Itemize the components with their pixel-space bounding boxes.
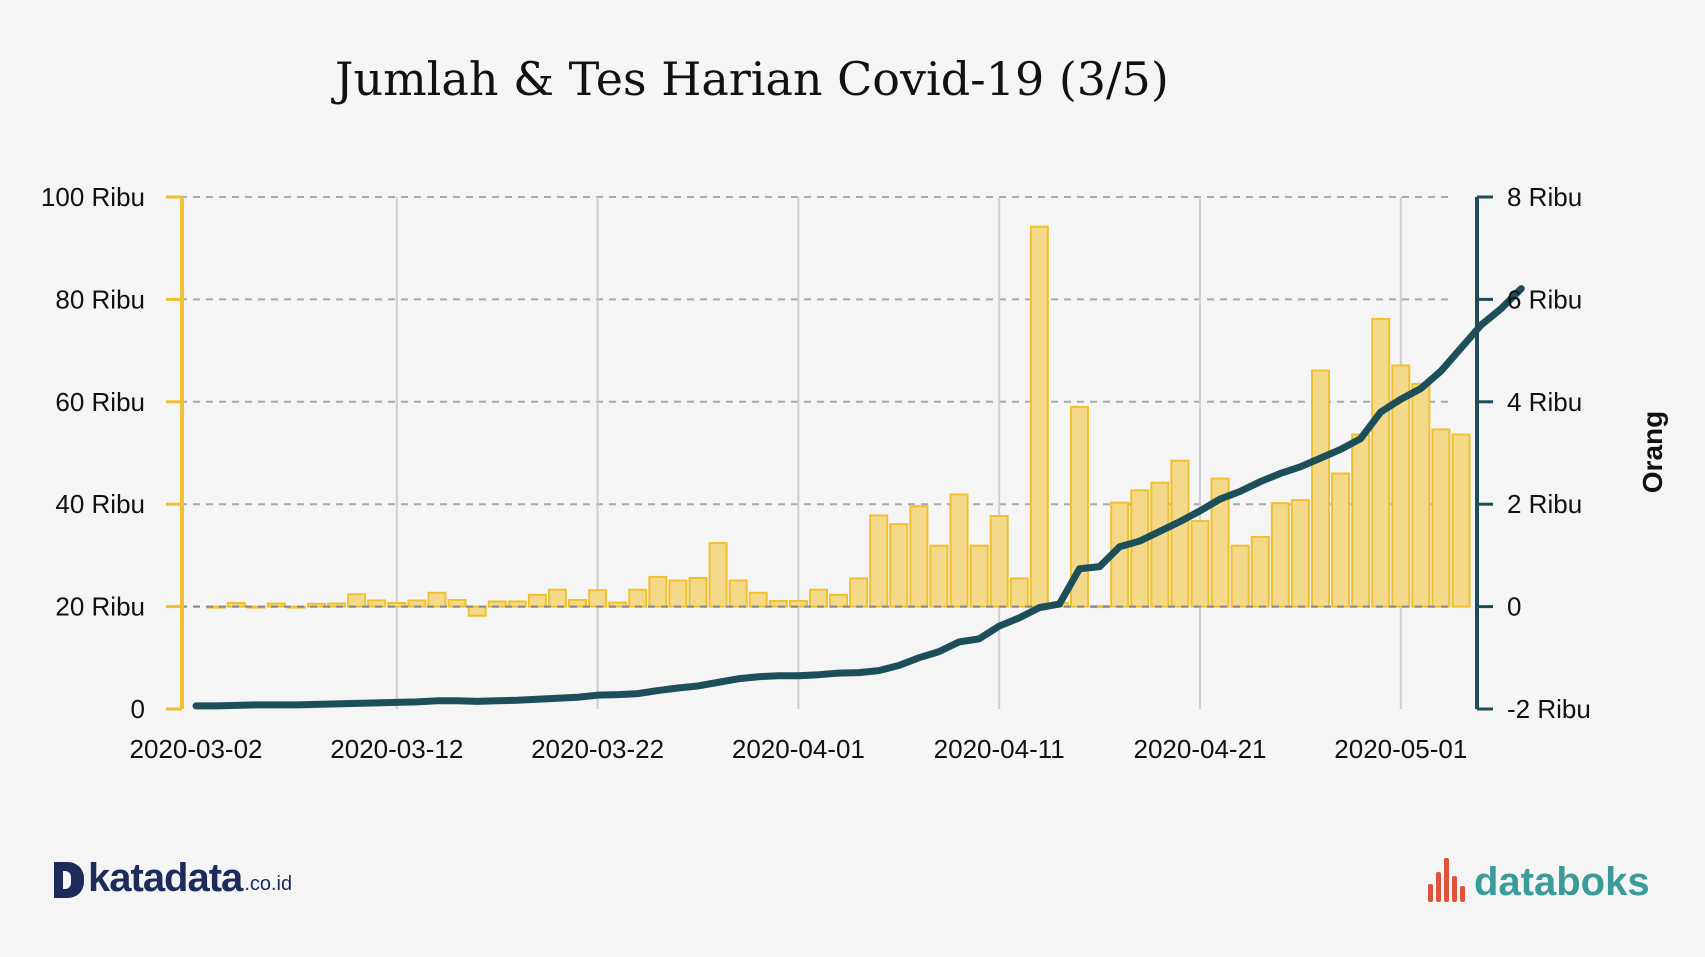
bar-55 [1310, 369, 1330, 608]
databoks-logo: databoks [1428, 858, 1650, 902]
left-axis-tick-labels: 0 20 Ribu 40 Ribu 60 Ribu 80 Ribu 100 Ribu [41, 182, 145, 724]
bar-23 [668, 579, 688, 608]
line-series [192, 285, 1525, 710]
bar-34 [889, 523, 909, 608]
x-tick-label-2: 2020-03-22 [531, 734, 664, 764]
x-tick-label-3: 2020-04-01 [732, 734, 865, 764]
right-tick-label-3: 4 Ribu [1507, 387, 1582, 417]
bar-17 [547, 588, 567, 608]
left-tick-label-2: 40 Ribu [55, 489, 145, 519]
bar-26 [728, 579, 748, 608]
bar-11 [427, 591, 447, 608]
katadata-wordmark: katadata [88, 856, 243, 900]
bar-27 [748, 591, 768, 608]
bar-13 [467, 605, 487, 617]
databoks-bars-icon [1428, 858, 1468, 902]
bar-51 [1230, 544, 1250, 608]
chart-title: Jumlah & Tes Harian Covid-19 (3/5) [335, 52, 1169, 106]
left-tick-label-3: 60 Ribu [55, 387, 145, 417]
bar-49 [1190, 520, 1210, 608]
left-tick-label-5: 100 Ribu [41, 182, 145, 212]
right-axis-title: Orang [1637, 411, 1668, 493]
right-tick-label-0: -2 Ribu [1507, 694, 1591, 724]
x-tick-label-6: 2020-05-01 [1334, 734, 1467, 764]
bar-36 [929, 544, 949, 608]
bar-60 [1411, 382, 1431, 608]
bar-46 [1130, 489, 1150, 608]
databoks-wordmark: databoks [1474, 860, 1650, 904]
bar-56 [1331, 472, 1351, 608]
bar-61 [1431, 428, 1451, 608]
x-axis-tick-labels: 2020-03-02 2020-03-12 2020-03-22 2020-04-01… [130, 734, 1468, 764]
right-tick-label-2: 2 Ribu [1507, 489, 1582, 519]
bar-62 [1451, 433, 1471, 608]
bar-32 [849, 577, 869, 608]
bar-54 [1290, 499, 1310, 608]
right-tick-label-1: 0 [1507, 592, 1521, 622]
x-tick-label-5: 2020-04-21 [1134, 734, 1267, 764]
katadata-suffix: .co.id [244, 873, 293, 895]
bar-47 [1150, 481, 1170, 608]
line-path [192, 285, 1525, 710]
bar-48 [1170, 459, 1190, 608]
bar-24 [688, 576, 708, 608]
katadata-logo: katadata .co.id [54, 858, 292, 898]
bar-21 [628, 588, 648, 608]
bar-38 [969, 544, 989, 608]
bar-22 [648, 575, 668, 608]
bar-30 [808, 588, 828, 608]
bar-18 [568, 598, 588, 608]
bar-40 [1009, 577, 1029, 608]
x-tick-label-1: 2020-03-12 [330, 734, 463, 764]
left-tick-label-4: 80 Ribu [55, 284, 145, 314]
bar-20 [608, 601, 628, 608]
bar-31 [829, 593, 849, 608]
bar-37 [949, 493, 969, 608]
bar-7 [347, 593, 367, 608]
bar-35 [909, 505, 929, 608]
x-tick-label-4: 2020-04-11 [934, 734, 1065, 764]
bar-53 [1270, 502, 1290, 608]
left-tick-label-0: 0 [131, 694, 145, 724]
bar-25 [708, 542, 728, 608]
x-tick-label-0: 2020-03-02 [130, 734, 263, 764]
vertical-gridlines [395, 197, 1402, 709]
bar-19 [588, 589, 608, 608]
left-tick-label-1: 20 Ribu [55, 592, 145, 622]
bar-33 [869, 514, 889, 608]
bar-16 [527, 593, 547, 608]
bar-58 [1371, 317, 1391, 608]
axes [166, 195, 1493, 711]
bar-59 [1391, 364, 1411, 608]
bar-series [180, 225, 1471, 617]
bar-9 [387, 602, 407, 608]
right-axis-tick-labels: -2 Ribu 0 2 Ribu 4 Ribu 6 Ribu 8 Ribu [1507, 182, 1591, 724]
bar-29 [788, 599, 808, 608]
right-tick-label-4: 6 Ribu [1507, 284, 1582, 314]
bar-39 [989, 514, 1009, 608]
katadata-mark-icon [54, 862, 84, 898]
bar-41 [1029, 225, 1049, 608]
bar-52 [1250, 535, 1270, 608]
bar-15 [507, 600, 527, 608]
right-tick-label-5: 8 Ribu [1507, 182, 1582, 212]
bar-57 [1351, 433, 1371, 608]
